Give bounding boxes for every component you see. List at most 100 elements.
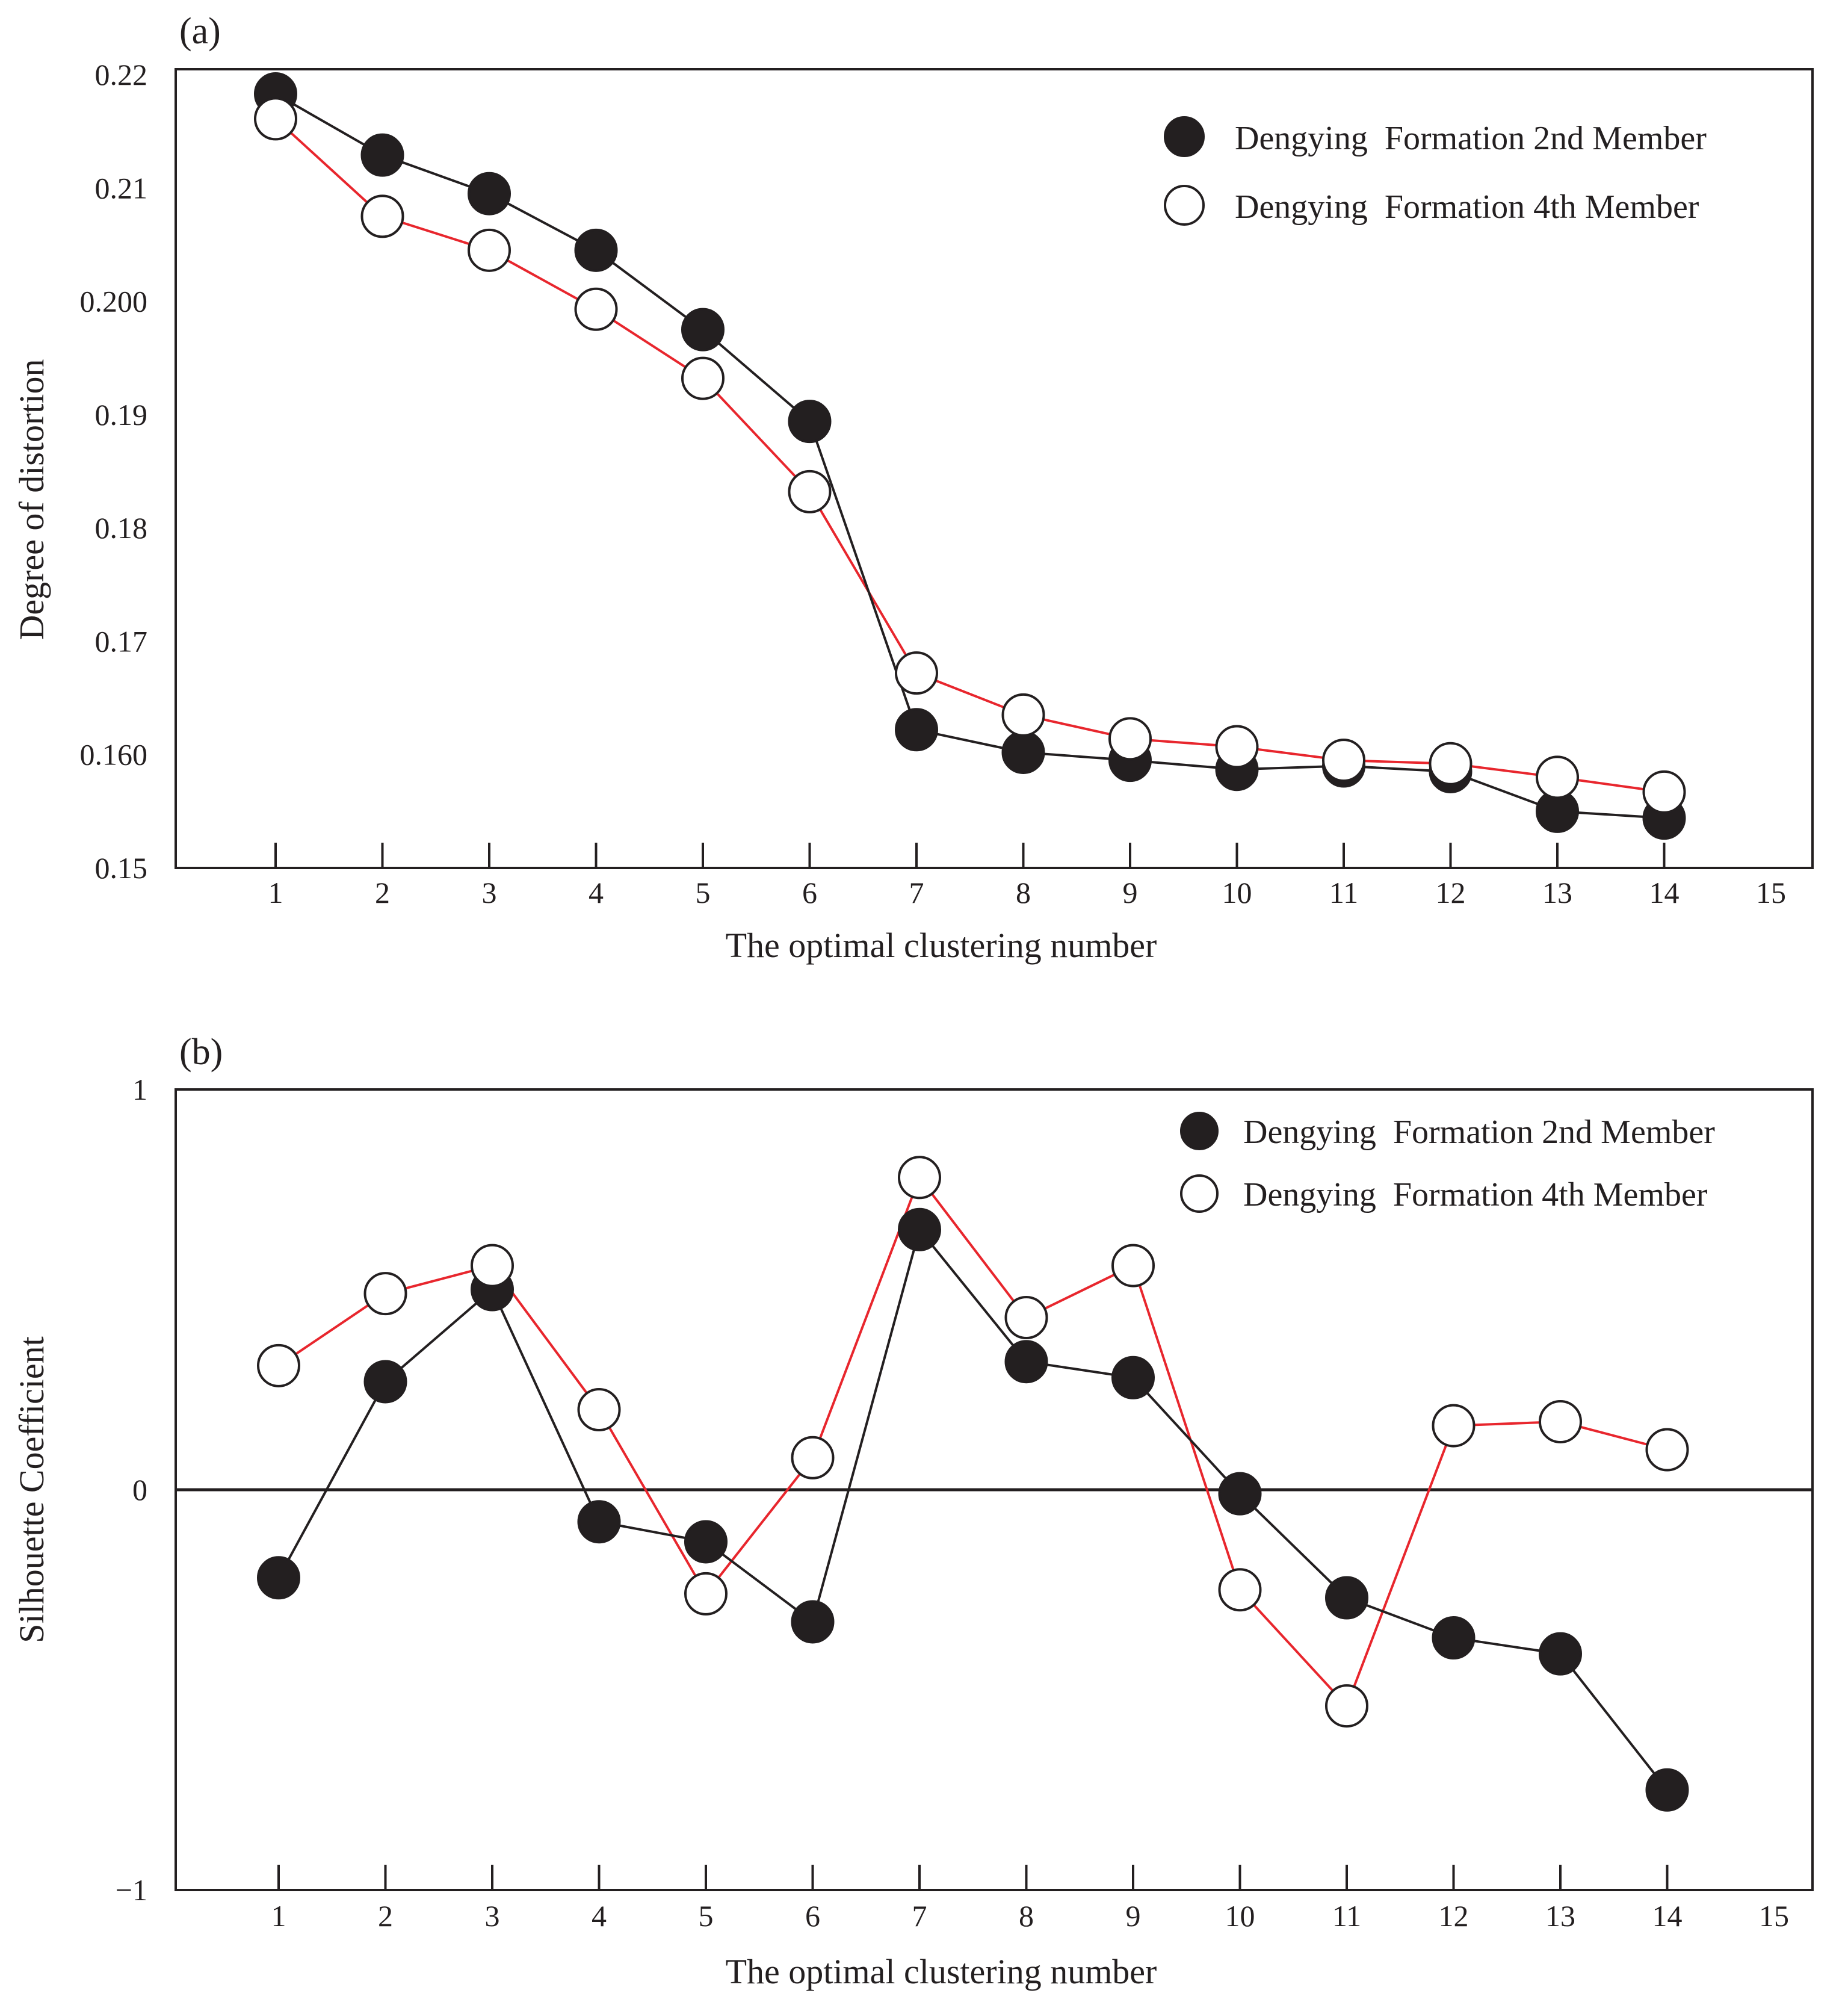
panel-a-point-4th-member [254, 97, 297, 141]
panel-b-ticks: 1 2 3 4 5 6 7 8 9 10 11 12 13 14 15−101 [116, 1073, 1812, 1933]
panel-a-x-tick-label: 8 [1016, 876, 1031, 909]
panel-b-x-tick-label: 3 [485, 1899, 500, 1933]
panel-a-ticks: 1 2 3 4 5 6 7 8 9 10 11 12 13 14 150.150.1600.170.180.… [80, 58, 1787, 909]
panel-b-label: (b) [179, 1032, 223, 1073]
panel-b-point-4th-member [1111, 1244, 1155, 1287]
panel-a-markers [254, 72, 1686, 840]
panel-b-y-tick-label: −1 [116, 1873, 147, 1907]
panel-a-point-4th-member [1536, 755, 1579, 799]
panel-b-y-tick-label: 0 [132, 1473, 147, 1507]
panel-a-point-4th-member [360, 194, 404, 238]
panel-b-point-4th-member [577, 1388, 621, 1431]
panel-a-legend-label-2nd-member: Dengying Formation 2nd Member [1235, 120, 1707, 157]
panel-a-point-4th-member [468, 228, 511, 272]
panel-b-x-tick-label: 13 [1545, 1899, 1575, 1933]
panel-b-legend-label-2nd-member: Dengying Formation 2nd Member [1243, 1114, 1715, 1151]
panel-a-x-tick-label: 7 [909, 876, 924, 909]
panel-a-x-tick-label: 3 [482, 876, 497, 909]
panel-b-x-tick-label: 1 [271, 1899, 286, 1933]
panel-b-point-4th-member [898, 1156, 941, 1200]
panel-b-x-tick-label: 8 [1019, 1899, 1034, 1933]
panel-a-x-tick-label: 9 [1123, 876, 1138, 909]
panel-b-point-2nd-member [684, 1520, 728, 1564]
panel-a: (a) The optimal clustering number Degree… [12, 11, 1814, 965]
panel-b-x-tick-label: 15 [1759, 1899, 1789, 1933]
panel-b-x-tick-label: 14 [1652, 1899, 1683, 1933]
panel-b-point-2nd-member [1325, 1576, 1368, 1620]
panel-b-point-2nd-member [1111, 1356, 1155, 1399]
panel-a-y-tick-label: 0.17 [95, 624, 148, 658]
panel-b-point-4th-member [257, 1343, 300, 1387]
panel-a-point-2nd-member [574, 228, 618, 272]
panel-b: (b) The optimal clustering number Silhou… [12, 1032, 1814, 1991]
panel-a-point-2nd-member [360, 133, 404, 177]
panel-a-x-tick-label: 5 [696, 876, 711, 909]
panel-a-y-tick-label: 0.160 [80, 738, 148, 772]
panel-b-legend-label-4th-member: Dengying Formation 4th Member [1243, 1176, 1708, 1213]
panel-a-y-tick-label: 0.19 [95, 398, 148, 432]
panel-a-point-4th-member [574, 287, 618, 331]
panel-a-point-4th-member [1642, 770, 1686, 814]
panel-b-point-2nd-member [363, 1360, 407, 1404]
panel-a-point-2nd-member [468, 172, 511, 215]
panel-b-point-4th-member [471, 1244, 514, 1287]
panel-a-plot-frame [175, 68, 1814, 869]
panel-b-point-4th-member [1218, 1568, 1262, 1612]
panel-b-x-tick-label: 7 [912, 1899, 927, 1933]
panel-a-point-4th-member [1322, 739, 1365, 782]
panel-b-x-tick-label: 6 [805, 1899, 820, 1933]
panel-b-point-2nd-member [577, 1500, 621, 1544]
panel-b-y-axis-title: Silhouette Coefficient [12, 1336, 51, 1643]
panel-b-x-tick-label: 12 [1439, 1899, 1469, 1933]
panel-a-x-tick-label: 4 [589, 876, 604, 909]
panel-a-point-4th-member [1215, 725, 1259, 769]
panel-a-x-tick-label: 14 [1649, 876, 1680, 909]
panel-a-y-tick-label: 0.21 [95, 171, 148, 205]
panel-a-label: (a) [179, 11, 221, 52]
panel-a-legend: Dengying Formation 2nd Member Dengying F… [1164, 116, 1707, 226]
panel-a-x-tick-label: 1 [268, 876, 283, 909]
panel-a-y-tick-label: 0.18 [95, 511, 148, 545]
panel-a-point-4th-member [1429, 742, 1473, 785]
panel-b-legend-marker-4th-member [1180, 1174, 1219, 1213]
panel-b-point-4th-member [1432, 1404, 1476, 1448]
panel-b-point-2nd-member [257, 1556, 300, 1600]
panel-a-x-tick-label: 6 [802, 876, 817, 909]
panel-a-x-tick-label: 11 [1329, 876, 1358, 909]
panel-b-x-tick-label: 11 [1332, 1899, 1361, 1933]
panel-b-point-2nd-member [1432, 1616, 1476, 1660]
panel-a-x-tick-label: 12 [1436, 876, 1466, 909]
panel-a-point-2nd-member [681, 308, 725, 352]
panel-b-point-4th-member [1004, 1296, 1048, 1340]
panel-a-point-4th-member [788, 469, 832, 513]
panel-b-point-2nd-member [1218, 1472, 1262, 1516]
panel-b-legend: Dengying Formation 2nd Member Dengying F… [1180, 1112, 1715, 1213]
panel-a-y-tick-label: 0.15 [95, 851, 148, 885]
panel-b-point-2nd-member [1539, 1632, 1582, 1676]
panel-b-x-tick-label: 4 [592, 1899, 607, 1933]
panel-b-point-2nd-member [791, 1600, 835, 1644]
panel-a-legend-marker-2nd-member [1164, 116, 1205, 157]
panel-a-x-tick-label: 10 [1222, 876, 1252, 909]
panel-a-point-4th-member [895, 651, 938, 695]
panel-b-point-4th-member [363, 1272, 407, 1316]
panel-b-y-tick-label: 1 [132, 1073, 147, 1106]
panel-a-legend-marker-4th-member [1164, 185, 1205, 226]
panel-a-point-4th-member [681, 356, 725, 400]
panel-a-legend-label-4th-member: Dengying Formation 4th Member [1235, 188, 1699, 226]
panel-a-x-axis-title: The optimal clustering number [726, 926, 1157, 965]
panel-b-x-tick-label: 9 [1126, 1899, 1141, 1933]
panel-b-point-4th-member [1539, 1399, 1582, 1443]
panel-b-point-2nd-member [1004, 1340, 1048, 1384]
panel-a-point-2nd-member [1001, 730, 1045, 774]
panel-b-series-line-2nd-member [277, 1228, 1669, 1791]
panel-b-x-tick-label: 10 [1225, 1899, 1255, 1933]
panel-b-point-4th-member [1325, 1684, 1368, 1728]
panel-a-x-tick-label: 2 [375, 876, 390, 909]
panel-a-point-4th-member [1108, 717, 1152, 761]
panel-a-point-4th-member [1001, 693, 1045, 737]
panel-b-point-2nd-member [1645, 1768, 1689, 1812]
panel-a-x-tick-label: 13 [1542, 876, 1572, 909]
panel-a-y-tick-label: 0.200 [80, 285, 148, 318]
panel-a-point-2nd-member [788, 400, 832, 444]
